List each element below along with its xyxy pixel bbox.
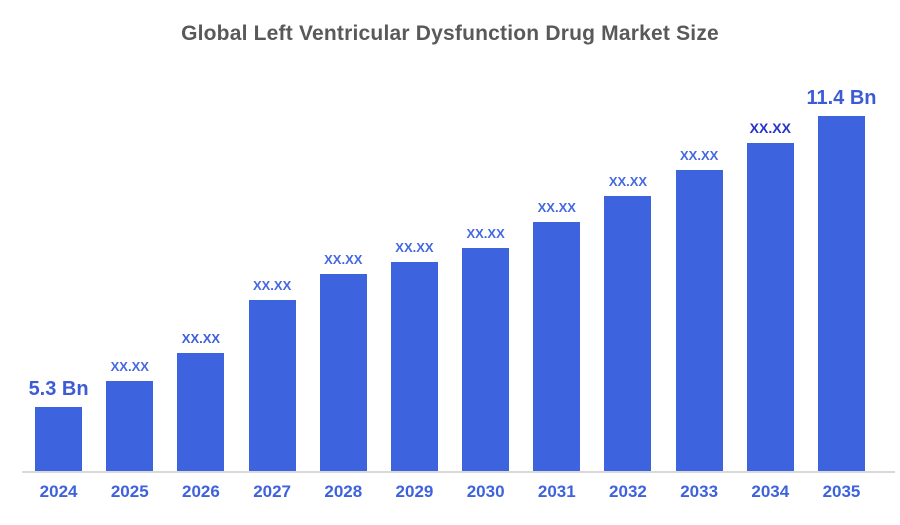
year-label-2033: 2033 [680,482,719,501]
bar-2030 [462,248,510,471]
bar-2032 [604,196,652,471]
value-label-2028: XX.XX [324,252,363,267]
value-label-2031: XX.XX [537,200,576,215]
value-label-2032: XX.XX [608,174,648,189]
year-label-2027: 2027 [253,482,292,501]
value-label-2029: XX.XX [395,240,434,255]
bar-column-2026: XX.XX [165,332,236,471]
bar-2034 [746,143,794,471]
value-label-2027: XX.XX [252,278,292,293]
bar-column-2029: XX.XX [379,241,450,471]
bar-2024 [35,407,83,471]
bar-2028 [319,274,367,471]
bar-column-2030: XX.XX [450,227,521,471]
bar-column-2033: XX.XX [664,149,735,471]
bar-2033 [675,170,723,471]
bar-column-2032: XX.XX [592,175,663,471]
year-label-2034: 2034 [751,482,790,501]
value-label-2030: XX.XX [466,226,505,241]
year-label-2028: 2028 [324,482,363,501]
value-label-2034: XX.XX [749,120,791,136]
year-label-2026: 2026 [182,482,220,501]
value-label-2033: XX.XX [679,148,719,163]
year-label-2025: 2025 [110,482,149,501]
bar-2026 [177,353,225,471]
bar-column-2031: XX.XX [521,201,592,471]
value-label-2026: XX.XX [181,331,221,346]
bar-column-2027: XX.XX [237,279,308,471]
bar-column-2025: XX.XX [94,360,165,471]
year-label-2031: 2031 [537,482,576,501]
value-label-2035: 11.4 Bn [806,87,877,109]
year-label-2024: 2024 [39,482,78,501]
year-label-2029: 2029 [395,482,434,501]
x-axis-line [22,471,895,473]
year-label-2032: 2032 [609,482,647,501]
bar-2035 [817,116,865,471]
x-axis-labels: 2024 2025 2026 2027 2028 2029 2030 2031 2032 2033… [23,482,877,502]
value-label-2025: XX.XX [110,359,149,374]
bar-column-2035: 11.4 Bn [806,88,877,471]
year-label-2035: 2035 [822,482,861,501]
bar-column-2024: 5.3 Bn [23,379,94,471]
bar-2029 [390,262,438,471]
bar-2031 [533,222,581,471]
bars-container: 5.3 Bn XX.XX XX.XX XX.XX XX.XX XX.XX XX.XX XX.X… [23,0,877,471]
bar-2027 [248,300,296,471]
bar-2025 [106,381,154,471]
bar-column-2034: XX.XX [735,121,806,471]
bar-column-2028: XX.XX [308,253,379,471]
value-label-2024: 5.3 Bn [28,378,89,400]
chart-title: Global Left Ventricular Dysfunction Drug… [181,22,719,45]
year-label-2030: 2030 [466,482,505,501]
